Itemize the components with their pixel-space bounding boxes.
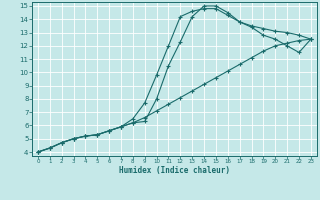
X-axis label: Humidex (Indice chaleur): Humidex (Indice chaleur) <box>119 166 230 175</box>
